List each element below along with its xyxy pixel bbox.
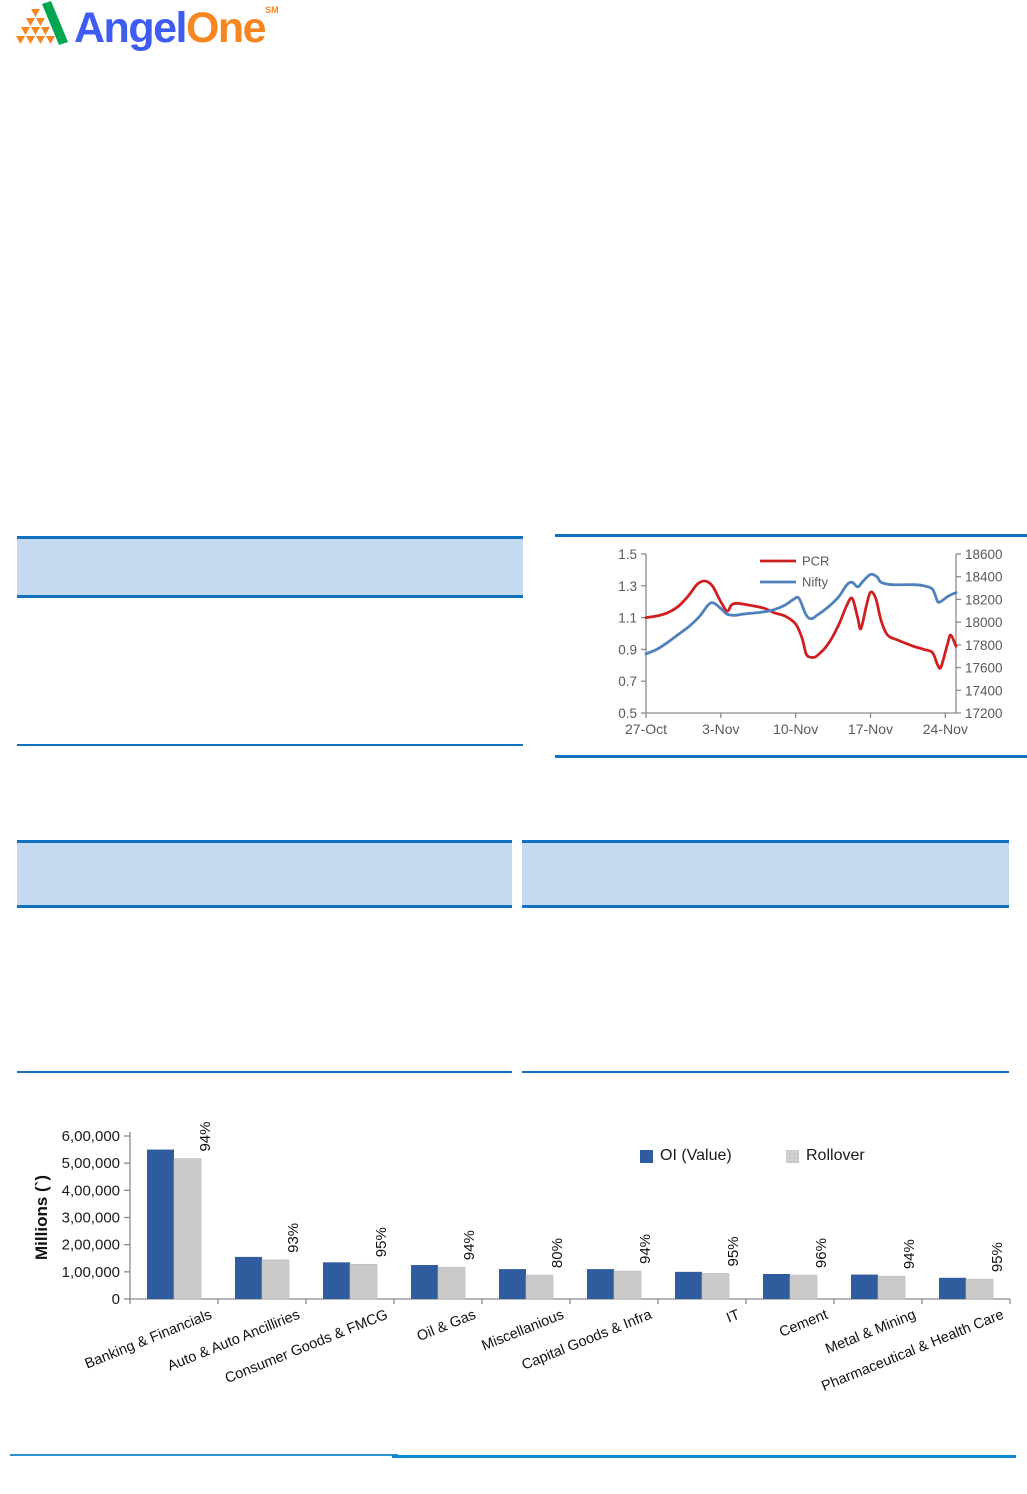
rollover-bar: [877, 1275, 906, 1300]
right-axis-tick-label: 18200: [965, 592, 1003, 607]
y-axis-tick-label: 3,00,000: [62, 1210, 120, 1227]
rollover-bar: [173, 1158, 202, 1300]
oi-value-bar: [147, 1149, 174, 1299]
section-header-box-left-top: [17, 536, 523, 598]
rollover-legend-swatch: [786, 1149, 799, 1163]
rollover-bar: [261, 1259, 290, 1300]
left-axis-tick-label: 0.7: [618, 674, 637, 689]
left-axis-tick-label: 1.5: [618, 547, 637, 562]
pcr-series-line: [644, 579, 958, 670]
rollover-percent-label: 96%: [813, 1238, 830, 1268]
x-axis-tick-label: 17-Nov: [848, 721, 893, 737]
right-axis-tick-label: 18600: [965, 547, 1003, 562]
rollover-bar: [965, 1278, 994, 1300]
rollover-bar: [349, 1263, 378, 1300]
right-axis-tick-label: 17200: [965, 706, 1003, 721]
oi-value-bar: [851, 1274, 878, 1299]
rollover-percent-label: 95%: [989, 1242, 1006, 1272]
oi-value-legend-swatch: [640, 1149, 653, 1163]
oi-value-bar: [411, 1265, 438, 1299]
chart-section-bottom-rule: [555, 755, 1027, 758]
category-label: IT: [724, 1307, 742, 1327]
rollover-percent-label: 93%: [285, 1223, 302, 1253]
oi-value-bar: [499, 1269, 526, 1299]
logo-text-one: One: [185, 4, 267, 52]
angel-one-wordmark: AngelOneSM: [74, 0, 279, 56]
y-axis-tick-label: 6,00,000: [62, 1128, 120, 1145]
x-axis-tick-label: 10-Nov: [773, 721, 818, 737]
footer-rule-right: [392, 1455, 1016, 1458]
right-axis-tick-label: 18000: [965, 615, 1003, 630]
left-axis-tick-label: 0.5: [618, 706, 637, 721]
oi-value-bar: [675, 1271, 702, 1299]
left-axis-tick-label: 0.9: [618, 642, 637, 657]
left-axis-tick-label: 1.3: [618, 579, 637, 594]
logo-trademark: SM: [265, 5, 279, 15]
y-axis-tick-label: 2,00,000: [62, 1237, 120, 1254]
category-label: Cement: [777, 1307, 830, 1341]
oi-value-bar: [939, 1277, 966, 1299]
legend-item-oi-value: OI (Value): [640, 1147, 732, 1165]
rollover-percent-label: 80%: [549, 1238, 566, 1268]
chart-section-top-rule: [555, 534, 1027, 537]
logo-text-angel: Angel: [74, 4, 187, 52]
category-label: Oil & Gas: [415, 1307, 479, 1345]
section-header-box-left-middle: [17, 840, 512, 908]
rollover-bar: [701, 1273, 730, 1300]
rollover-bar: [437, 1266, 466, 1300]
pcr-legend-label: PCR: [802, 554, 829, 569]
y-axis-tick-label: 1,00,000: [62, 1264, 120, 1281]
right-axis-tick-label: 17400: [965, 683, 1003, 698]
oi-value-bar: [235, 1256, 262, 1299]
oi-value-bar: [763, 1274, 790, 1299]
footer-rule-left: [10, 1454, 398, 1456]
oi-value-bar: [323, 1262, 350, 1299]
rollover-percent-label: 95%: [373, 1227, 390, 1257]
y-axis-tick-label: 0: [112, 1291, 120, 1308]
x-axis-tick-label: 24-Nov: [923, 721, 968, 737]
rollover-bar: [789, 1274, 818, 1300]
nifty-series-line: [644, 572, 958, 656]
rollover-percent-label: 94%: [901, 1239, 918, 1269]
rollover-percent-label: 94%: [637, 1234, 654, 1264]
category-label: Consumer Goods & FMCG: [223, 1307, 390, 1387]
y-axis-title: Millions (`): [32, 1175, 51, 1260]
rollover-bar: [525, 1274, 554, 1300]
legend-item-rollover: Rollover: [786, 1147, 865, 1165]
rollover-bar: [613, 1270, 642, 1300]
angel-one-logo-icon: [16, 1, 68, 45]
nifty-legend-label: Nifty: [802, 575, 829, 590]
x-axis-tick-label: 27-Oct: [625, 721, 667, 737]
y-axis-tick-label: 4,00,000: [62, 1182, 120, 1199]
y-axis-tick-label: 5,00,000: [62, 1155, 120, 1172]
rollover-percent-label: 95%: [725, 1236, 742, 1266]
right-axis-tick-label: 17800: [965, 638, 1003, 653]
x-axis-tick-label: 3-Nov: [702, 721, 739, 737]
rollover-percent-label: 94%: [461, 1230, 478, 1260]
section-divider-left-middle: [17, 1071, 512, 1073]
left-axis-tick-label: 1.1: [618, 611, 637, 626]
rollover-legend-label: Rollover: [806, 1147, 865, 1164]
section-divider-right-middle: [522, 1071, 1009, 1073]
right-axis-tick-label: 17600: [965, 661, 1003, 676]
section-header-box-right-middle: [522, 840, 1009, 908]
section-divider-left-top: [17, 744, 523, 746]
rollover-percent-label: 94%: [197, 1122, 214, 1152]
sector-oi-rollover-bar-chart: 0 1,00,000 2,00,000 3,00,000 4,00,000 5,00,00…: [32, 1122, 1011, 1392]
angel-one-logo: AngelOneSM: [8, 0, 279, 56]
right-axis-tick-label: 18400: [965, 570, 1003, 585]
oi-value-legend-label: OI (Value): [660, 1147, 732, 1164]
oi-value-bar: [587, 1269, 614, 1299]
pcr-nifty-line-chart: 0.5 0.7 0.9 1.1 1.3 1.5 17200 17400 17600 17800 18…: [618, 547, 1003, 737]
